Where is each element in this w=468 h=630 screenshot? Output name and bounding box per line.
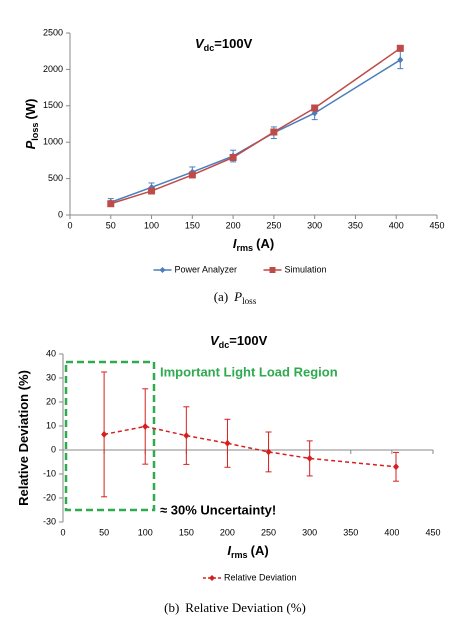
chart-title: Vdc=100V — [195, 36, 253, 53]
x-tick-label: 450 — [425, 527, 440, 537]
x-tick-label: 350 — [348, 220, 363, 230]
label-rest: (W) — [23, 99, 38, 120]
label-symbol: I — [227, 543, 231, 558]
label-symbol: P — [23, 140, 38, 149]
chart-title: Vdc=100V — [210, 333, 268, 350]
marker — [142, 422, 149, 430]
x-tick-label: 0 — [67, 220, 72, 230]
x-tick-label: 450 — [429, 220, 444, 230]
legend-label: Power Analyzer — [175, 264, 238, 274]
label-symbol: P — [233, 289, 242, 304]
label-rest: (A) — [251, 543, 269, 558]
marker — [306, 454, 313, 462]
label-subscript: loss — [242, 296, 257, 306]
label-rest: =100V — [229, 333, 267, 348]
marker — [107, 200, 115, 208]
y-tick-label: 10 — [46, 420, 56, 430]
y-tick-label: 2500 — [43, 27, 63, 37]
label-subscript: rms — [236, 243, 253, 253]
series-line — [103, 425, 397, 468]
y-tick-label: -10 — [43, 468, 56, 478]
x-tick-label: 50 — [99, 527, 109, 537]
x-tick-label: 150 — [185, 220, 200, 230]
y-tick-label: 0 — [51, 444, 56, 454]
marker — [224, 439, 231, 447]
label-symbol: V — [195, 36, 205, 51]
marker — [101, 430, 108, 438]
series-line — [110, 59, 401, 203]
y-tick-label: 500 — [48, 173, 63, 183]
caption-body: Relative Deviation (%) — [185, 600, 306, 615]
y-tick-label: 30 — [46, 372, 56, 382]
label-symbol: I — [233, 236, 237, 251]
x-tick-label: 100 — [138, 527, 153, 537]
caption-tag: (b) — [164, 600, 179, 615]
marker — [229, 153, 237, 161]
x-tick-label: 50 — [106, 220, 116, 230]
label-subscript: loss — [30, 123, 40, 141]
marker — [270, 128, 278, 136]
y-tick-label: 2000 — [43, 64, 63, 74]
y-tick-label: 40 — [46, 348, 56, 358]
y-tick-label: 1500 — [43, 100, 63, 110]
x-tick-label: 250 — [261, 527, 276, 537]
marker — [188, 171, 196, 179]
x-tick-label: 300 — [307, 220, 322, 230]
x-tick-label: 100 — [144, 220, 159, 230]
x-tick-label: 200 — [226, 220, 241, 230]
y-tick-label: -30 — [43, 516, 56, 526]
marker — [148, 187, 156, 195]
caption: (a) Ploss — [214, 289, 257, 306]
label-text: Relative Deviation (%) — [185, 600, 306, 615]
x-tick-label: 350 — [343, 527, 358, 537]
marker — [393, 463, 399, 471]
x-tick-label: 250 — [266, 220, 281, 230]
caption-tag: (a) — [214, 289, 228, 304]
annotation: ≈ 30% Uncertainty! — [160, 502, 276, 517]
label-rest: =100V — [214, 36, 252, 51]
x-tick-label: 150 — [179, 527, 194, 537]
y-tick-label: 1000 — [43, 137, 63, 147]
marker — [311, 104, 319, 112]
caption-body: Ploss — [233, 289, 257, 306]
legend-marker — [209, 575, 215, 581]
label-subscript: rms — [231, 550, 248, 560]
marker — [183, 432, 190, 440]
y-axis-label: Ploss (W) — [23, 99, 40, 150]
marker — [265, 448, 272, 456]
x-tick-label: 400 — [384, 527, 399, 537]
legend-marker — [159, 267, 166, 273]
label-text: Relative Deviation (%) — [16, 370, 31, 506]
highlight-box — [64, 360, 156, 512]
y-axis-label: Relative Deviation (%) — [16, 370, 31, 506]
x-tick-label: 0 — [60, 527, 65, 537]
label-subscript: dc — [204, 43, 215, 53]
y-tick-label: 0 — [58, 209, 63, 219]
legend-label: Simulation — [285, 264, 327, 274]
x-tick-label: 300 — [302, 527, 317, 537]
x-tick-label: 400 — [389, 220, 404, 230]
x-tick-label: 200 — [220, 527, 235, 537]
annotation: Important Light Load Region — [160, 364, 338, 379]
y-tick-label: -20 — [43, 492, 56, 502]
x-axis-label: Irms (A) — [233, 236, 274, 253]
marker — [396, 44, 404, 52]
label-symbol: V — [210, 333, 220, 348]
label-rest: (A) — [256, 236, 274, 251]
legend-marker — [269, 267, 276, 273]
marker — [397, 56, 404, 64]
label-subscript: dc — [219, 340, 230, 350]
y-tick-label: 20 — [46, 396, 56, 406]
caption: (b) Relative Deviation (%) — [164, 600, 306, 615]
series-line — [110, 47, 401, 205]
legend-label: Relative Deviation — [224, 572, 297, 582]
x-axis-label: Irms (A) — [227, 543, 268, 560]
